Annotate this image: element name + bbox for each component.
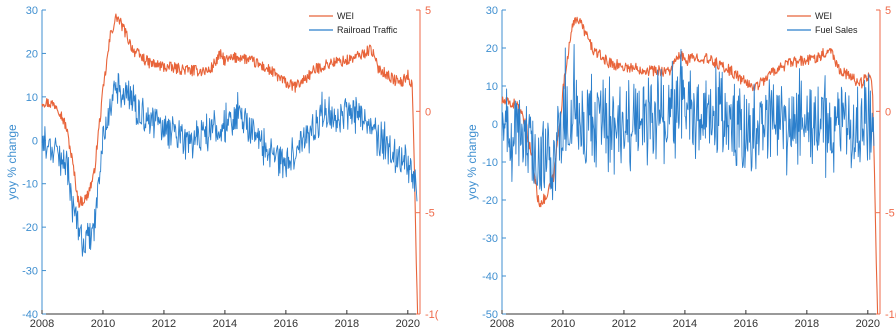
left-tick-label: -30	[482, 233, 498, 245]
left-tick-label: 0	[492, 119, 498, 131]
left-tick-label: 20	[486, 43, 498, 55]
right-tick-label: -1(	[885, 309, 896, 321]
left-tick-label: -10	[22, 179, 38, 191]
series-line-railroad-traffic	[41, 72, 418, 257]
legend-label: WEI	[815, 11, 832, 21]
x-tick-label: 2010	[91, 318, 115, 330]
x-tick-label: 2010	[551, 318, 575, 330]
left-tick-label: 10	[26, 92, 38, 104]
series-line-wei	[501, 16, 879, 315]
series-line-fuel-sales	[501, 43, 875, 201]
x-tick-label: 2018	[335, 318, 359, 330]
left-tick-label: 10	[486, 81, 498, 93]
left-tick-label: -20	[482, 195, 498, 207]
left-tick-label: -50	[482, 309, 498, 321]
series-line-wei	[41, 13, 419, 315]
x-tick-label: 2012	[612, 318, 636, 330]
legend-label: WEI	[337, 11, 354, 21]
legend: WEI Railroad Traffic	[309, 11, 398, 35]
legend: WEI Fuel Sales	[787, 11, 858, 35]
legend-label: Fuel Sales	[815, 25, 858, 35]
x-tick-label: 2008	[30, 318, 54, 330]
left-tick-label: -20	[22, 222, 38, 234]
right-tick-label: 5	[885, 5, 891, 17]
x-tick-label: 2020	[396, 318, 420, 330]
right-tick-label: 0	[885, 106, 891, 118]
left-tick-label: -10	[482, 157, 498, 169]
x-tick-label: 2016	[274, 318, 298, 330]
x-tick-label: 2014	[673, 318, 697, 330]
left-tick-label: 0	[32, 135, 38, 147]
x-tick-label: 2020	[856, 318, 880, 330]
y-axis-label: yoy % change	[465, 124, 479, 200]
x-tick-label: 2012	[152, 318, 176, 330]
left-tick-label: -40	[22, 309, 38, 321]
chart-fuel-sales: 3020100-10-20-30-40-5050-5-1(20082010201…	[465, 5, 896, 330]
left-tick-label: 30	[486, 5, 498, 17]
left-tick-label: -30	[22, 266, 38, 278]
right-tick-label: -1(	[425, 309, 439, 321]
right-tick-label: -5	[885, 208, 895, 220]
right-tick-label: -5	[425, 208, 435, 220]
x-tick-label: 2018	[795, 318, 819, 330]
right-tick-label: 0	[425, 106, 431, 118]
left-tick-label: 20	[26, 48, 38, 60]
right-tick-label: 5	[425, 5, 431, 17]
x-tick-label: 2008	[490, 318, 514, 330]
legend-label: Railroad Traffic	[337, 25, 398, 35]
left-tick-label: 30	[26, 5, 38, 17]
left-tick-label: -40	[482, 271, 498, 283]
x-tick-label: 2014	[213, 318, 237, 330]
x-tick-label: 2016	[734, 318, 758, 330]
y-axis-label: yoy % change	[5, 124, 19, 200]
